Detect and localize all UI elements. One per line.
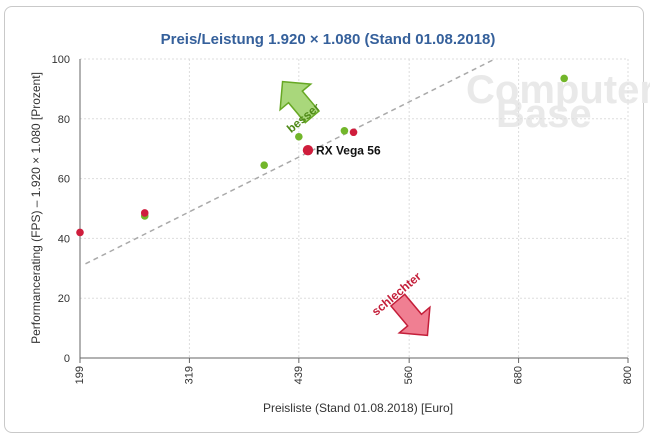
y-tick-label: 0 bbox=[64, 353, 70, 365]
x-tick-label: 199 bbox=[74, 366, 86, 384]
x-tick-label: 680 bbox=[513, 366, 525, 384]
better-arrow bbox=[279, 80, 321, 124]
y-tick-label: 40 bbox=[58, 233, 70, 245]
green-data-point bbox=[340, 126, 349, 135]
data-points bbox=[76, 74, 568, 237]
x-axis-label: Preisliste (Stand 01.08.2018) [Euro] bbox=[263, 401, 453, 415]
highlight-data-point bbox=[302, 144, 314, 156]
red-data-point bbox=[349, 128, 358, 137]
green-data-point bbox=[295, 132, 303, 141]
y-tick-label: 100 bbox=[52, 54, 70, 66]
chart-title: Preis/Leistung 1.920 × 1.080 (Stand 01.0… bbox=[161, 31, 496, 48]
y-tick-label: 80 bbox=[58, 114, 70, 126]
y-axis-label: Performancerating (FPS) – 1.920 × 1.080 … bbox=[29, 72, 43, 344]
axes bbox=[79, 59, 629, 363]
highlight-group: RX Vega 56 bbox=[302, 144, 381, 158]
x-tick-label: 319 bbox=[183, 366, 195, 384]
trend-line bbox=[85, 58, 496, 265]
y-tick-label: 60 bbox=[58, 174, 70, 186]
green-data-point bbox=[260, 161, 268, 169]
x-tick-label: 800 bbox=[622, 366, 634, 384]
highlight-label: RX Vega 56 bbox=[316, 144, 381, 158]
x-tick-label: 439 bbox=[293, 366, 305, 384]
chart-frame bbox=[4, 6, 644, 433]
red-data-point bbox=[76, 228, 84, 237]
red-data-point bbox=[140, 209, 149, 217]
y-tick-labels: 0 20 40 60 80 100 bbox=[52, 54, 70, 365]
watermark-logo: Computer Base bbox=[466, 68, 650, 136]
green-data-point bbox=[560, 74, 568, 83]
x-tick-labels: 199 319 439 560 680 800 bbox=[74, 366, 634, 384]
worse-arrow bbox=[389, 293, 431, 337]
y-tick-label: 20 bbox=[58, 293, 70, 305]
watermark-line1: Computer bbox=[466, 68, 650, 112]
x-tick-label: 560 bbox=[403, 366, 415, 384]
watermark-line2: Base bbox=[496, 92, 592, 136]
